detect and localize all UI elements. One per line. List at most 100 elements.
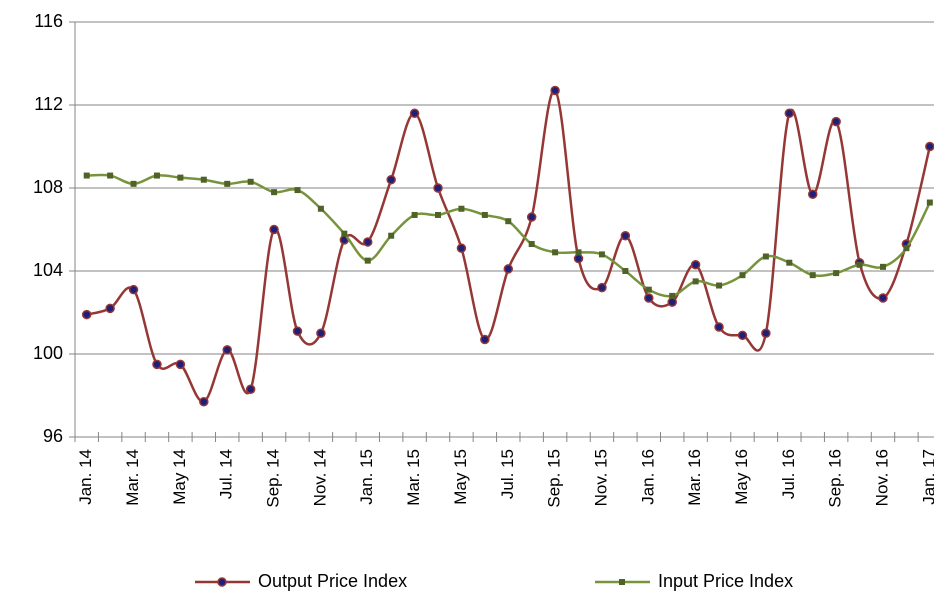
point <box>409 108 420 119</box>
y-tick-label: 112 <box>34 94 63 114</box>
point <box>81 309 92 320</box>
point <box>807 189 818 199</box>
x-tick-label: May 16 <box>732 449 751 505</box>
point <box>690 260 701 270</box>
y-tick-label: 108 <box>33 177 63 197</box>
legend-label: Input Price Index <box>658 571 793 591</box>
x-tick-label: Nov. 16 <box>872 449 891 506</box>
point <box>152 359 162 370</box>
point <box>435 211 442 218</box>
point <box>386 174 396 185</box>
point <box>292 326 303 336</box>
x-tick-label: Mar. 16 <box>685 449 704 506</box>
point <box>247 178 254 185</box>
point <box>269 224 279 235</box>
x-tick-label: Jan. 14 <box>76 449 95 505</box>
point <box>598 251 605 258</box>
point <box>575 249 582 256</box>
point <box>597 282 607 293</box>
point <box>878 293 888 303</box>
x-tick-label: Mar. 15 <box>404 449 423 506</box>
point <box>83 172 90 179</box>
y-tick-label: 100 <box>33 343 63 363</box>
point <box>831 116 841 127</box>
point <box>411 211 418 218</box>
point <box>128 284 139 295</box>
point <box>550 85 560 96</box>
x-tick-label: May 15 <box>451 449 470 505</box>
point <box>224 180 231 187</box>
point <box>341 230 348 237</box>
y-tick-label: 116 <box>34 11 63 31</box>
point <box>692 278 699 285</box>
point <box>433 183 443 193</box>
point <box>222 345 232 355</box>
point <box>105 303 115 314</box>
point <box>784 108 795 119</box>
point <box>856 261 863 268</box>
point <box>809 272 816 279</box>
point <box>200 176 207 183</box>
x-tick-label: Jan. 15 <box>357 449 376 505</box>
series <box>83 172 933 299</box>
point <box>364 257 371 264</box>
point <box>762 253 769 260</box>
y-tick-label: 104 <box>33 260 63 280</box>
point <box>388 232 395 239</box>
point <box>175 359 186 370</box>
point <box>481 211 488 218</box>
point <box>245 384 256 395</box>
point <box>458 205 465 212</box>
point <box>505 218 512 225</box>
point <box>526 212 537 222</box>
x-tick-label: Jan. 16 <box>638 449 657 505</box>
point <box>620 230 631 241</box>
point <box>903 245 910 252</box>
point <box>669 292 676 299</box>
point <box>761 328 771 338</box>
legend-label: Output Price Index <box>258 571 407 591</box>
point <box>107 172 114 179</box>
point <box>573 253 584 264</box>
point <box>879 263 886 270</box>
x-tick-label: Jan. 17 <box>919 449 934 505</box>
series <box>81 85 934 407</box>
point <box>363 237 373 247</box>
y-tick-label: 96 <box>43 426 63 446</box>
point <box>786 259 793 266</box>
point <box>926 199 933 206</box>
point <box>833 270 840 277</box>
point <box>714 322 724 332</box>
legend-marker <box>619 579 625 585</box>
x-tick-label: Jul. 14 <box>217 449 236 499</box>
x-tick-label: Nov. 15 <box>591 449 610 506</box>
point <box>317 205 324 212</box>
series-line <box>86 173 931 298</box>
point <box>644 293 654 303</box>
point <box>528 241 535 248</box>
x-tick-label: May 14 <box>170 449 189 505</box>
x-tick-label: Jul. 16 <box>779 449 798 499</box>
point <box>130 180 137 187</box>
x-tick-label: Nov. 14 <box>310 449 329 506</box>
point <box>552 249 559 256</box>
point <box>153 172 160 179</box>
point <box>316 328 326 338</box>
legend-marker <box>217 577 227 587</box>
point <box>739 272 746 279</box>
x-tick-label: Sep. 15 <box>545 449 564 508</box>
x-tick-label: Sep. 14 <box>264 449 283 508</box>
point <box>503 264 514 274</box>
point <box>925 141 934 152</box>
point <box>716 282 723 289</box>
point <box>737 330 748 341</box>
point <box>294 187 301 194</box>
point <box>480 334 490 345</box>
x-tick-label: Mar. 14 <box>123 449 142 506</box>
point <box>199 396 209 407</box>
point <box>622 268 629 274</box>
point <box>645 286 652 293</box>
point <box>271 189 278 196</box>
x-tick-label: Jul. 15 <box>498 449 517 499</box>
